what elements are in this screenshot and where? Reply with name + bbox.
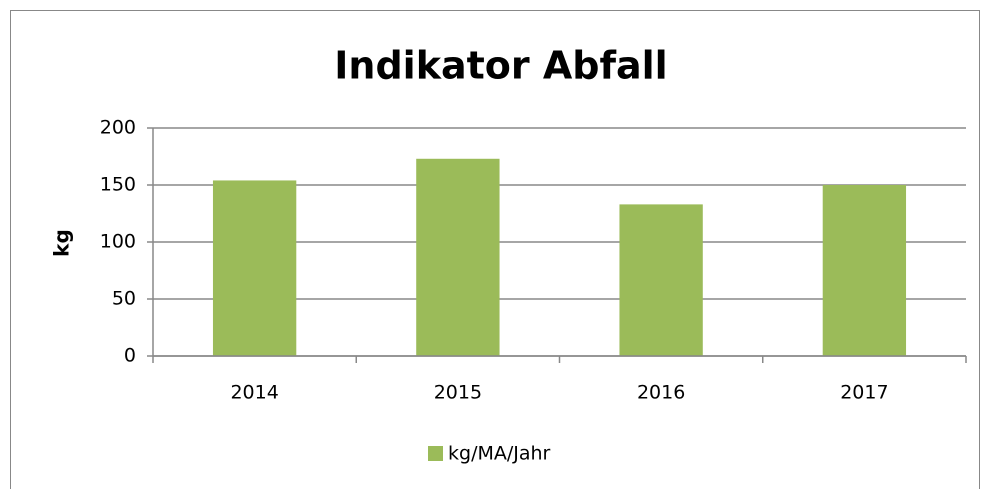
bar xyxy=(212,180,297,356)
legend-swatch xyxy=(428,446,443,461)
x-tick-label: 2014 xyxy=(230,382,278,404)
bar xyxy=(619,204,703,356)
x-tick-label: 2016 xyxy=(637,382,685,404)
x-tick-label: 2017 xyxy=(840,382,888,404)
y-tick-label: 0 xyxy=(124,345,136,367)
x-tick-label: 2015 xyxy=(434,382,482,404)
y-tick-label: 100 xyxy=(100,231,136,253)
y-tick-label: 150 xyxy=(100,174,136,196)
legend-label: kg/MA/Jahr xyxy=(448,443,551,465)
bar xyxy=(822,185,907,356)
y-tick-label: 200 xyxy=(100,117,136,139)
y-axis-label: kg xyxy=(50,229,74,257)
chart-title: Indikator Abfall xyxy=(334,44,667,88)
y-tick-label: 50 xyxy=(112,288,136,310)
bar xyxy=(416,158,500,356)
